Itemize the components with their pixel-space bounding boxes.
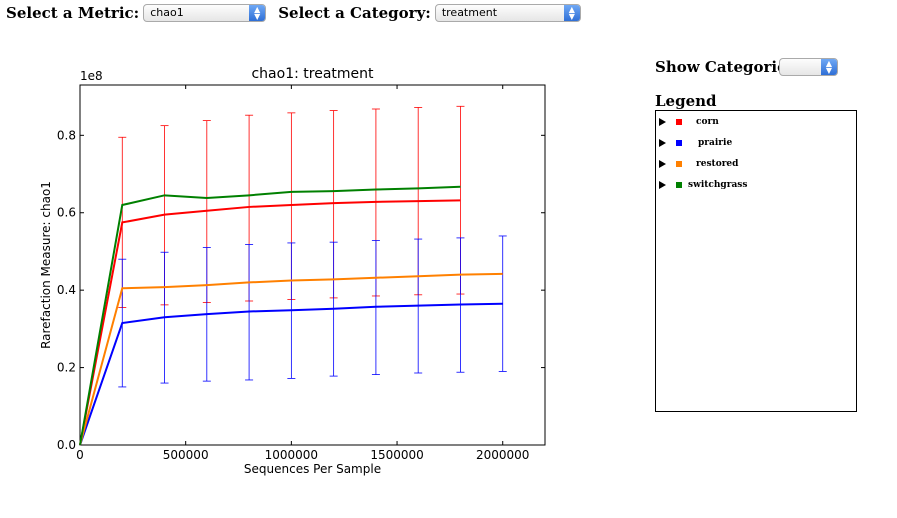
metric-select[interactable]: chao1 ▲ ▼	[143, 4, 267, 22]
category-label: Select a Category:	[278, 4, 431, 22]
y-tick-label: 0.0	[57, 438, 76, 452]
legend-label: prairie	[698, 138, 733, 148]
chart-svg: 0 500000 1000000 1500000 2000000 0.0 0.2 0.4 0.6…	[39, 66, 546, 476]
y-tick-label: 0.4	[57, 283, 76, 297]
legend-label: corn	[696, 117, 719, 127]
series-line-prairie	[79, 302, 503, 446]
show-categories-select[interactable]: ▲ ▼	[779, 58, 838, 76]
series-line-corn	[79, 199, 461, 446]
y-tick-label: 0.8	[57, 128, 76, 142]
show-categories-label: Show Categories:	[655, 58, 801, 76]
expand-triangle-icon[interactable]	[659, 181, 666, 189]
select-arrows-icon: ▲ ▼	[563, 5, 580, 21]
series-line-switchgrass	[79, 185, 461, 446]
x-tick-label: 500000	[163, 448, 209, 462]
series-line-restored	[79, 272, 503, 446]
chart-title: chao1: treatment	[251, 66, 374, 82]
legend-box: corn prairie restored switchgrass	[655, 110, 857, 412]
metric-label: Select a Metric:	[6, 4, 140, 22]
legend-swatch	[676, 161, 682, 167]
rarefaction-chart: 0 500000 1000000 1500000 2000000 0.0 0.2 0.4 0.6…	[0, 55, 560, 495]
select-arrows-icon: ▲ ▼	[821, 59, 837, 75]
legend-item-switchgrass[interactable]: switchgrass	[659, 178, 747, 192]
top-controls: Select a Metric: chao1 ▲ ▼ Select a Categ…	[6, 3, 581, 23]
select-arrows-icon: ▲ ▼	[249, 5, 266, 21]
legend-label: restored	[696, 159, 739, 169]
category-select-value: treatment	[441, 6, 498, 19]
expand-triangle-icon[interactable]	[659, 118, 666, 126]
y-axis-label: Rarefaction Measure: chao1	[39, 181, 53, 349]
y-tick-label: 0.6	[57, 206, 76, 220]
legend-swatch	[676, 140, 682, 146]
x-tick-label: 1500000	[370, 448, 423, 462]
x-tick-label: 2000000	[476, 448, 529, 462]
legend-item-corn[interactable]: corn	[659, 115, 719, 129]
legend-item-prairie[interactable]: prairie	[659, 136, 732, 150]
expand-triangle-icon[interactable]	[659, 160, 666, 168]
expand-triangle-icon[interactable]	[659, 139, 666, 147]
x-axis-label: Sequences Per Sample	[244, 462, 381, 476]
metric-select-value: chao1	[150, 6, 184, 19]
legend-title: Legend	[655, 92, 717, 110]
legend-swatch	[676, 119, 682, 125]
plot-frame	[79, 84, 546, 446]
x-tick-label: 0	[76, 448, 84, 462]
legend-item-restored[interactable]: restored	[659, 157, 738, 171]
y-tick-label: 0.2	[57, 361, 76, 375]
legend-swatch	[676, 182, 682, 188]
legend-label: switchgrass	[688, 180, 748, 190]
axis-offset-label: 1e8	[80, 69, 103, 83]
category-select[interactable]: treatment ▲ ▼	[434, 4, 581, 22]
x-tick-label: 1000000	[265, 448, 318, 462]
